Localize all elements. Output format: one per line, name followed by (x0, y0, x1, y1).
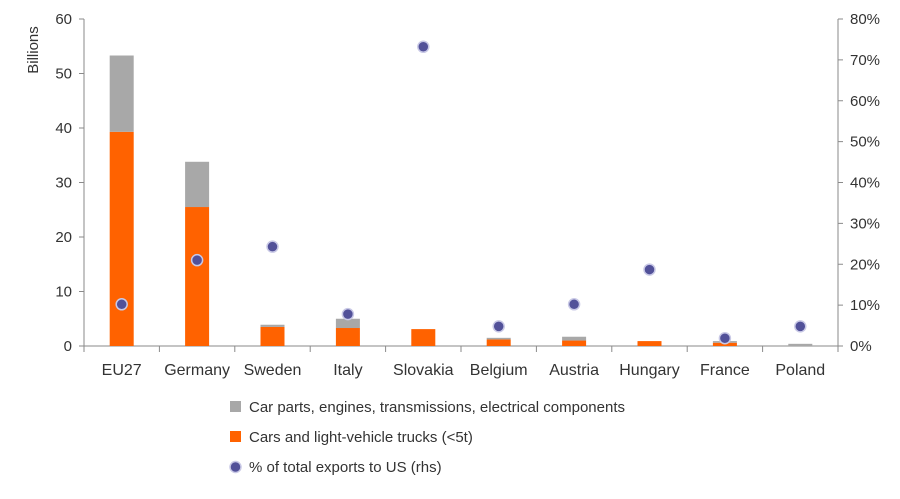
legend-label: % of total exports to US (rhs) (249, 459, 442, 476)
legend: Car parts, engines, transmissions, elect… (229, 399, 625, 476)
bar-cars-eu27 (109, 131, 134, 346)
x-tick-label: France (700, 362, 750, 379)
left-tick-label: 20 (55, 229, 72, 246)
bar-cars-sweden (260, 326, 285, 346)
right-tick-label: 70% (850, 52, 880, 69)
axes-group (79, 18, 843, 352)
x-tick-label: Slovakia (393, 362, 454, 379)
x-tick-label: Sweden (244, 362, 302, 379)
legend-swatch (230, 401, 241, 412)
point-share-france (718, 331, 732, 345)
left-tick-label: 50 (55, 66, 72, 83)
bar-parts-belgium (486, 337, 511, 340)
x-tick-label: Germany (164, 362, 230, 379)
legend-label: Cars and light-vehicle trucks (<5t) (249, 429, 473, 446)
right-tick-label: 20% (850, 256, 880, 273)
bar-cars-hungary (637, 341, 662, 346)
x-tick-label: Poland (775, 362, 825, 379)
legend-label: Car parts, engines, transmissions, elect… (249, 399, 625, 416)
right-tick-label: 80% (850, 11, 880, 28)
x-tick-label: Belgium (470, 362, 528, 379)
left-tick-label: 40 (55, 120, 72, 137)
bar-parts-eu27 (109, 55, 134, 132)
bar-cars-germany (185, 207, 210, 346)
x-tick-label: Italy (333, 362, 362, 379)
x-tick-label: Austria (549, 362, 599, 379)
point-share-austria (567, 298, 581, 311)
point-share-slovakia (417, 40, 430, 54)
left-tick-label: 0 (64, 338, 72, 355)
legend-marker (229, 460, 242, 474)
points-group (115, 40, 807, 345)
bar-cars-belgium (486, 339, 511, 346)
left-tick-label: 30 (55, 175, 72, 192)
point-share-belgium (492, 320, 505, 333)
right-tick-label: 60% (850, 93, 880, 110)
point-share-eu27 (115, 298, 128, 311)
bar-parts-germany (185, 161, 210, 208)
bar-parts-poland (788, 343, 813, 346)
right-tick-label: 0% (850, 338, 872, 355)
point-share-italy (341, 307, 355, 321)
bar-cars-slovakia (411, 329, 436, 346)
point-share-sweden (266, 240, 279, 253)
legend-swatch (230, 431, 241, 442)
bar-cars-austria (562, 340, 587, 346)
y-axis-title: Billions (25, 26, 42, 74)
left-tick-label: 10 (55, 284, 72, 301)
right-tick-label: 30% (850, 215, 880, 232)
bar-parts-sweden (260, 324, 285, 327)
x-tick-label: Hungary (619, 362, 679, 379)
labels-group: 0 10 20 30 40 50 60 0% 10% 20% 30% 40% 50% 60% 70% 80% E… (25, 11, 880, 379)
point-share-poland (794, 320, 807, 333)
bars-group (109, 55, 813, 346)
right-tick-label: 40% (850, 175, 880, 192)
left-tick-label: 60 (55, 11, 72, 28)
bar-cars-italy (335, 328, 360, 346)
bar-parts-austria (562, 336, 587, 341)
bar-parts-italy (335, 318, 360, 329)
point-share-germany (190, 253, 204, 267)
x-tick-label: EU27 (102, 362, 142, 379)
point-share-hungary (643, 263, 656, 276)
right-tick-label: 50% (850, 134, 880, 151)
right-tick-label: 10% (850, 297, 880, 314)
